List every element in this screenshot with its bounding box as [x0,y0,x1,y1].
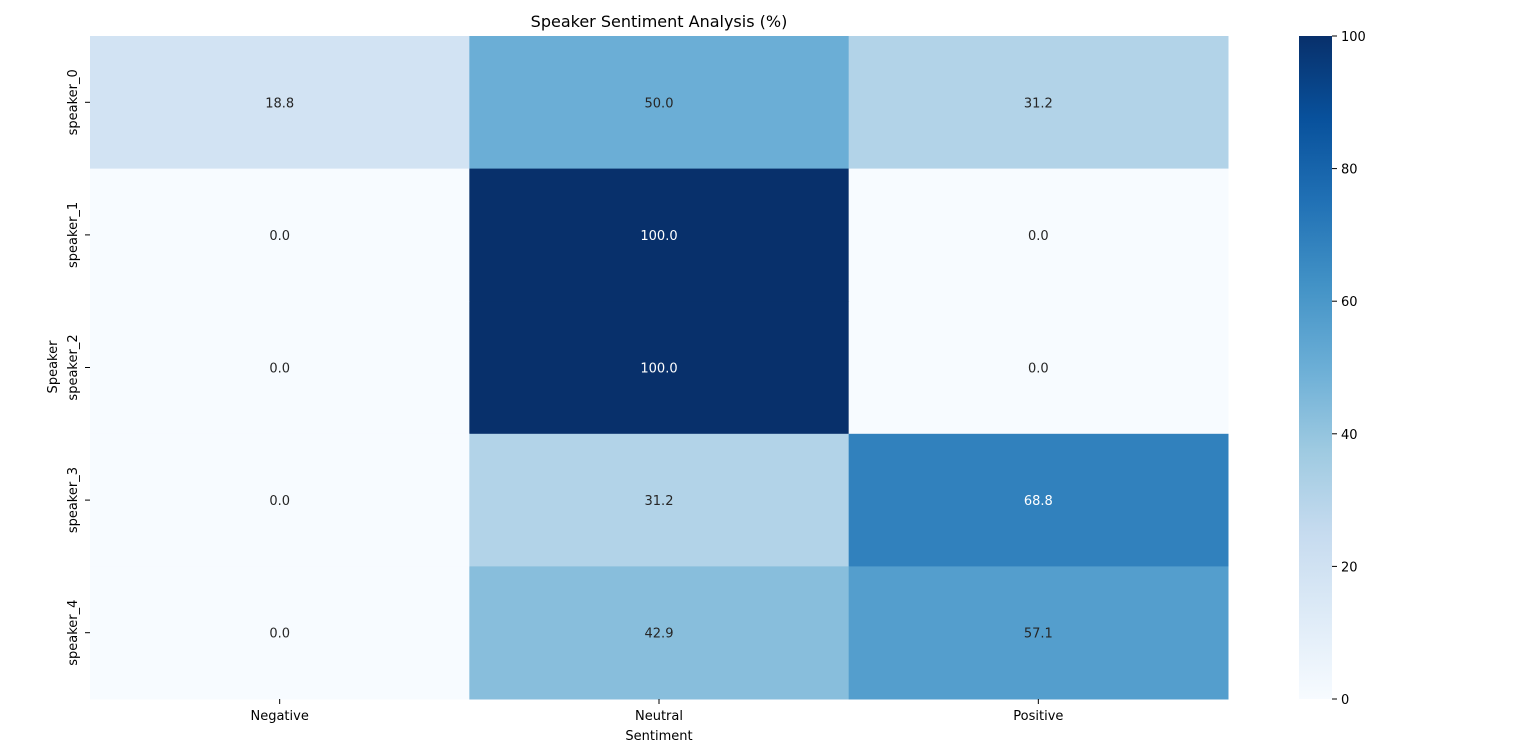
y-tick-label: speaker_2 [66,334,81,400]
cell-value-label: 18.8 [265,96,294,111]
heatmap-cells: 18.8 50.0 31.2 0.0 100.0 0.0 0.0 100.0 0.0 0.0 31.… [90,36,1229,700]
colorbar-tick-label: 40 [1341,428,1358,443]
colorbar-tick-label: 80 [1341,163,1358,178]
colorbar: 0 20 40 60 80 100 [1299,30,1366,708]
x-tick-label: Negative [250,709,308,724]
colorbar-gradient [1299,36,1332,699]
cell-value-label: 100.0 [640,362,677,377]
colorbar-ticks: 0 20 40 60 80 100 [1332,30,1366,708]
cell-value-label: 0.0 [1028,229,1049,244]
y-tick-label: speaker_1 [66,202,81,268]
heatmap-cell [90,433,470,567]
y-tick-label: speaker_4 [66,600,81,666]
y-tick-label: speaker_0 [66,69,81,135]
cell-value-label: 50.0 [645,96,674,111]
cell-value-label: 0.0 [269,627,290,642]
y-axis-ticks: speaker_0 speaker_1 speaker_2 speaker_3spea… [66,69,90,666]
colorbar-tick-label: 60 [1341,295,1358,310]
heatmap-cell [90,36,470,170]
x-axis-ticks: Negative Neutral Positive [250,699,1063,724]
cell-value-label: 0.0 [269,362,290,377]
y-tick-label: speaker_3 [66,467,81,533]
cell-value-label: 31.2 [645,494,674,509]
heatmap-cell [848,566,1229,700]
heatmap-cell [848,36,1229,170]
heatmap-cell [469,36,850,170]
cell-value-label: 0.0 [269,494,290,509]
heatmap-cell [469,168,850,302]
heatmap-cell [469,566,850,700]
colorbar-tick-label: 100 [1341,30,1366,45]
chart-title: Speaker Sentiment Analysis (%) [531,12,788,31]
colorbar-tick-label: 0 [1341,693,1349,708]
cell-value-label: 68.8 [1024,494,1053,509]
heatmap-cell [469,301,850,435]
heatmap-cell [848,301,1229,435]
cell-value-label: 0.0 [269,229,290,244]
cell-value-label: 57.1 [1024,627,1053,642]
heatmap-cell [848,433,1229,567]
cell-value-label: 31.2 [1024,96,1053,111]
colorbar-tick-label: 20 [1341,560,1358,575]
cell-value-label: 0.0 [1028,362,1049,377]
heatmap-cell [90,566,470,700]
x-axis-label: Sentiment [625,729,692,744]
heatmap-cell [90,168,470,302]
x-tick-label: Neutral [635,709,683,724]
cell-value-label: 100.0 [640,229,677,244]
heatmap-cell [90,301,470,435]
y-axis-label: Speaker [46,340,61,394]
x-tick-label: Positive [1013,709,1063,724]
cell-value-label: 42.9 [645,627,674,642]
heatmap-cell [469,433,850,567]
heatmap-cell [848,168,1229,302]
